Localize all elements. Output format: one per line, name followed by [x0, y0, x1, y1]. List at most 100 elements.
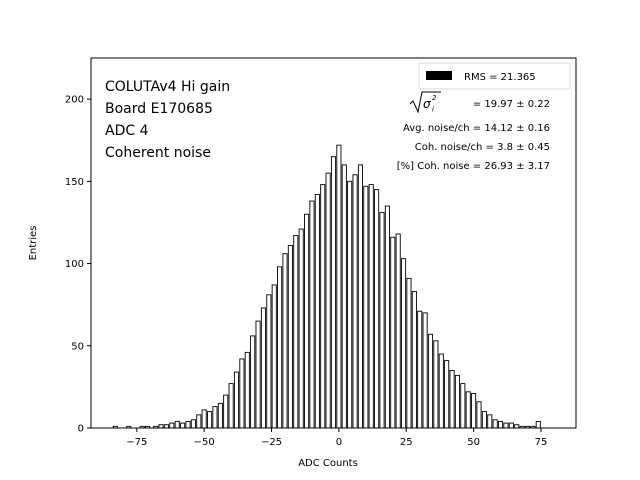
- x-tick-label: 0: [336, 437, 342, 448]
- histogram-bar: [384, 205, 390, 429]
- info-line-gain: COLUTAv4 Hi gain: [105, 79, 230, 95]
- histogram-bar: [379, 212, 385, 429]
- histogram-bar: [196, 414, 202, 429]
- histogram-bar: [471, 393, 477, 429]
- histogram-bar: [244, 351, 250, 429]
- legend-label: RMS = 21.365: [464, 72, 536, 83]
- histogram-bars: [112, 144, 541, 429]
- histogram-bar: [271, 284, 277, 429]
- y-tick-label: 100: [65, 259, 84, 270]
- histogram-bar: [325, 172, 331, 429]
- x-tick-label: −25: [261, 437, 282, 448]
- sqrt-symbol: [409, 91, 441, 114]
- sigma-superscript: 2: [432, 94, 437, 102]
- histogram-bar: [239, 358, 245, 429]
- histogram-bar: [390, 236, 396, 429]
- histogram-bar: [374, 189, 380, 429]
- x-tick-label: −75: [126, 437, 147, 448]
- histogram-bar: [438, 353, 444, 429]
- histogram-bar: [217, 402, 223, 429]
- histogram-bar: [357, 164, 363, 429]
- histogram-bar: [320, 184, 326, 429]
- histogram-bar: [169, 422, 175, 429]
- histogram-bar: [347, 180, 353, 429]
- histogram-bar: [433, 340, 439, 429]
- legend-box: [418, 62, 571, 90]
- sigma-formula: σ 2 i = 19.97 ± 0.22: [409, 91, 550, 114]
- histogram-bar: [508, 422, 514, 429]
- histogram-bar: [336, 144, 342, 429]
- histogram-bar: [449, 369, 455, 429]
- histogram-bar: [535, 420, 541, 429]
- x-tick-label: −50: [194, 437, 215, 448]
- histogram-bar: [277, 266, 283, 429]
- histogram-bar: [228, 383, 234, 429]
- histogram-bar: [401, 258, 407, 429]
- info-annotation: COLUTAv4 Hi gain Board E170685 ADC 4 Coh…: [105, 79, 230, 161]
- legend: RMS = 21.365: [418, 62, 571, 90]
- histogram-bar: [255, 320, 261, 429]
- histogram-bar: [266, 294, 272, 429]
- histogram-bar: [444, 360, 450, 429]
- histogram-bar: [207, 411, 213, 429]
- coh-percent-line: [%] Coh. noise = 26.93 ± 3.17: [397, 161, 550, 172]
- histogram-bar: [201, 409, 207, 429]
- histogram-bar: [180, 422, 186, 429]
- y-tick-label: 200: [65, 95, 84, 106]
- sigma-subscript: i: [432, 105, 434, 113]
- histogram-bar: [185, 420, 191, 429]
- y-tick-label: 50: [71, 341, 84, 352]
- histogram-bar: [352, 174, 358, 429]
- x-tick-label: 25: [400, 437, 413, 448]
- histogram-bar: [212, 406, 218, 429]
- histogram-bar: [309, 200, 315, 429]
- x-axis-ticks: −75 −50 −25 0 25 50 75: [126, 428, 547, 448]
- stats-block: σ 2 i = 19.97 ± 0.22 Avg. noise/ch = 14.…: [397, 91, 550, 172]
- histogram-bar: [298, 228, 304, 429]
- info-line-noise-type: Coherent noise: [105, 145, 211, 161]
- histogram-bar: [492, 419, 498, 429]
- histogram-bar: [190, 419, 196, 429]
- histogram-bar: [287, 245, 293, 429]
- histogram-bar: [330, 156, 337, 429]
- histogram-bar: [498, 420, 504, 429]
- y-tick-label: 0: [78, 424, 84, 435]
- y-tick-label: 150: [65, 177, 84, 188]
- histogram-bar: [481, 411, 487, 429]
- histogram-bar: [417, 310, 423, 429]
- coh-noise-line: Coh. noise/ch = 3.8 ± 0.45: [415, 142, 550, 153]
- y-axis-label: Entries: [28, 226, 39, 261]
- histogram-bar: [476, 401, 482, 429]
- histogram-bar: [341, 164, 347, 429]
- histogram-bar: [368, 184, 374, 429]
- histogram-bar: [454, 374, 460, 429]
- histogram-bar: [427, 333, 434, 429]
- histogram-bar: [174, 420, 180, 429]
- info-line-adc: ADC 4: [105, 123, 149, 139]
- histogram-bar: [304, 213, 310, 429]
- avg-noise-line: Avg. noise/ch = 14.12 ± 0.16: [403, 123, 550, 134]
- histogram-bar: [363, 185, 369, 429]
- histogram-bar: [282, 253, 288, 429]
- histogram-bar: [223, 394, 229, 429]
- histogram-bar: [250, 335, 256, 429]
- histogram-bar: [406, 277, 412, 429]
- histogram-bar: [260, 307, 266, 429]
- y-axis-ticks: 0 50 100 150 200: [65, 95, 91, 435]
- histogram-bar: [411, 291, 417, 429]
- histogram-bar: [314, 194, 320, 429]
- x-tick-label: 75: [535, 437, 548, 448]
- histogram-bar: [503, 422, 509, 429]
- histogram-bar: [465, 391, 471, 429]
- histogram-bar: [487, 414, 493, 429]
- histogram-bar: [293, 235, 299, 429]
- info-line-board: Board E170685: [105, 101, 213, 117]
- sigma-value: = 19.97 ± 0.22: [473, 99, 550, 110]
- histogram-bar: [233, 371, 240, 429]
- histogram-bar: [395, 233, 401, 429]
- histogram-bar: [422, 312, 428, 429]
- x-axis-label: ADC Counts: [298, 458, 358, 469]
- legend-swatch: [426, 71, 452, 80]
- axes-frame: [90, 57, 577, 429]
